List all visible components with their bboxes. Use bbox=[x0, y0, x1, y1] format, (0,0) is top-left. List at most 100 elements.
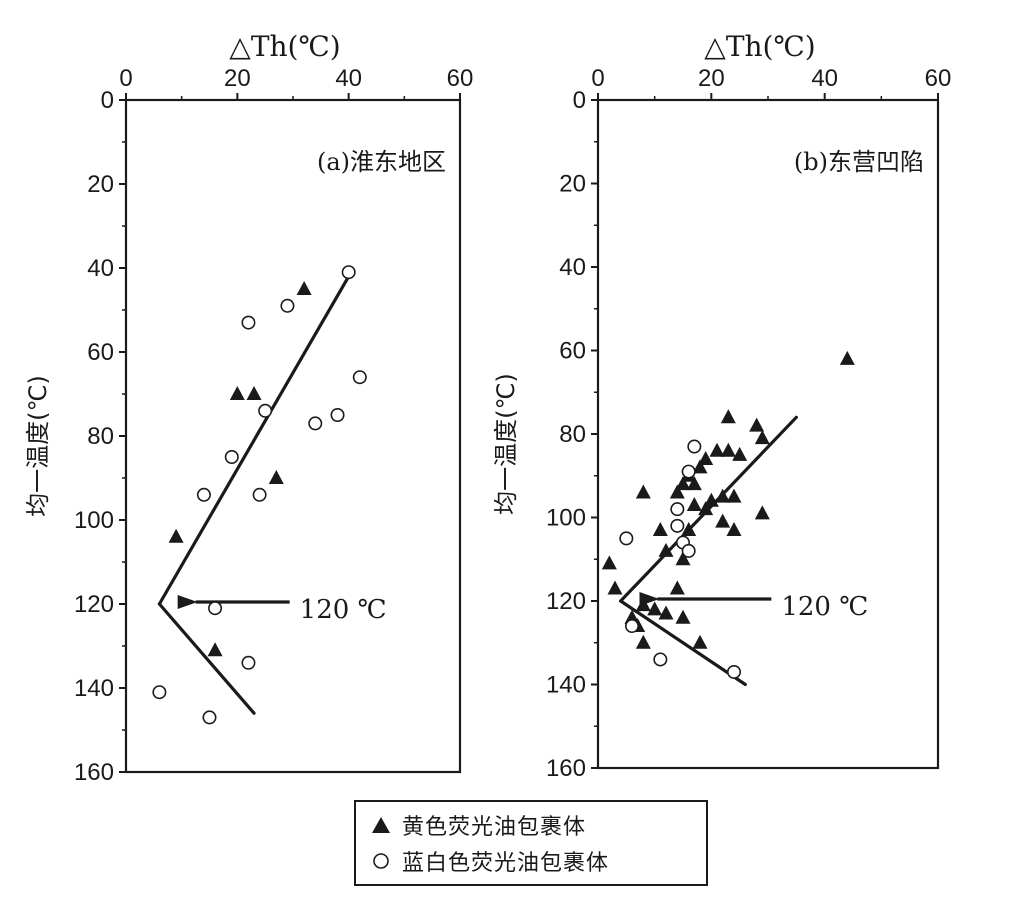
y-tick-label: 20 bbox=[559, 171, 586, 198]
y-tick-label: 160 bbox=[546, 755, 586, 782]
plot-frame bbox=[596, 98, 940, 770]
data-point-triangle bbox=[703, 492, 719, 507]
data-point-triangle bbox=[229, 386, 245, 400]
data-point-triangle bbox=[207, 642, 223, 657]
data-point-triangle bbox=[675, 609, 691, 624]
data-point-triangle bbox=[686, 476, 702, 491]
y-tick-label: 140 bbox=[74, 675, 114, 702]
data-point-circle bbox=[670, 502, 685, 517]
plot-frame bbox=[124, 98, 462, 774]
y-tick-label: 80 bbox=[87, 423, 114, 450]
data-point-circle bbox=[619, 531, 634, 546]
trend-line bbox=[157, 274, 351, 606]
y-tick-label: 100 bbox=[74, 507, 114, 534]
data-point-circle bbox=[670, 518, 685, 533]
data-point-circle bbox=[687, 439, 702, 454]
x-tick-label: 40 bbox=[811, 65, 838, 92]
panel-b: 0 20 40 60 0 20 40 60 80 100 120 140 160 △Th(℃) 均一温度(℃… bbox=[492, 30, 951, 782]
data-point-circle bbox=[352, 370, 367, 385]
data-point-triangle bbox=[692, 634, 708, 649]
legend-item-blue-white: 蓝白色荧光油包裹体 bbox=[370, 844, 609, 878]
data-point-circle bbox=[681, 543, 696, 558]
x-tick-label: 60 bbox=[925, 65, 952, 92]
data-point-triangle bbox=[715, 513, 731, 528]
y-tick-label: 140 bbox=[546, 672, 586, 699]
data-point-circle bbox=[252, 487, 267, 502]
figure: 0 20 40 60 0 20 40 60 80 100 120 140 160 △Th(℃) 均一温度(℃… bbox=[24, 30, 951, 786]
data-point-triangle bbox=[268, 470, 284, 484]
trend-line bbox=[619, 599, 747, 687]
x-tick-label: 20 bbox=[224, 65, 251, 92]
data-point-circle bbox=[308, 416, 323, 431]
data-point-circle bbox=[653, 652, 668, 667]
y-tick-label: 40 bbox=[559, 254, 586, 281]
data-point-circle bbox=[152, 685, 167, 700]
y-tick-label: 40 bbox=[87, 255, 114, 282]
data-point-triangle bbox=[246, 386, 262, 400]
data-point-triangle bbox=[839, 350, 855, 365]
data-point-circle bbox=[681, 464, 696, 479]
data-point-triangle bbox=[669, 580, 685, 595]
data-point-triangle bbox=[669, 484, 685, 499]
data-point-circle bbox=[241, 655, 256, 670]
data-point-triangle bbox=[675, 551, 691, 566]
panel-label: (b)东营凹陷 bbox=[794, 148, 924, 176]
y-tick-label: 100 bbox=[546, 505, 586, 532]
data-point-triangle bbox=[601, 555, 617, 570]
trend-line bbox=[157, 602, 256, 715]
data-point-triangle bbox=[635, 634, 651, 649]
data-point-triangle bbox=[658, 605, 674, 620]
data-point-triangle bbox=[732, 446, 748, 461]
data-point-triangle bbox=[652, 522, 668, 537]
y-tick-label: 60 bbox=[87, 339, 114, 366]
panel-label: (a)淮东地区 bbox=[317, 148, 446, 176]
y-tick-label: 20 bbox=[87, 171, 114, 198]
y-tick-label: 60 bbox=[559, 338, 586, 365]
y-tick-label: 120 bbox=[74, 591, 114, 618]
data-point-triangle bbox=[698, 501, 714, 516]
legend-label-yellow: 黄色荧光油包裹体 bbox=[402, 815, 587, 840]
data-point-triangle bbox=[692, 459, 708, 474]
data-point-circle bbox=[208, 601, 223, 616]
data-point-triangle bbox=[720, 409, 736, 424]
data-point-triangle bbox=[681, 522, 697, 537]
data-point-triangle bbox=[709, 442, 725, 457]
y-tick-label: 120 bbox=[546, 588, 586, 615]
legend: 黄色荧光油包裹体 蓝白色荧光油包裹体 bbox=[354, 800, 708, 886]
annotation-label: 120 ℃ bbox=[300, 595, 387, 625]
panel-a: 0 20 40 60 0 20 40 60 80 100 120 140 160 △Th(℃) 均一温度(℃… bbox=[24, 30, 473, 786]
legend-item-yellow: 黄色荧光油包裹体 bbox=[370, 808, 586, 842]
data-point-triangle bbox=[749, 417, 765, 432]
data-point-triangle bbox=[686, 496, 702, 511]
data-point-triangle bbox=[635, 484, 651, 499]
x-axis-title: △Th(℃) bbox=[229, 30, 340, 63]
data-point-triangle bbox=[754, 430, 770, 445]
data-point-triangle bbox=[647, 601, 663, 616]
data-point-triangle bbox=[715, 488, 731, 503]
data-point-triangle bbox=[698, 451, 714, 466]
data-point-triangle bbox=[754, 505, 770, 520]
filled-triangle-icon bbox=[370, 814, 392, 836]
data-point-circle bbox=[258, 403, 273, 418]
data-point-circle bbox=[224, 449, 239, 464]
data-point-triangle bbox=[607, 580, 623, 595]
y-axis-title: 均一温度(℃) bbox=[24, 375, 52, 517]
data-point-circle bbox=[330, 407, 345, 422]
data-point-circle bbox=[280, 298, 295, 313]
data-point-circle bbox=[624, 619, 639, 634]
x-axis-title: △Th(℃) bbox=[704, 30, 815, 63]
data-point-triangle bbox=[168, 528, 184, 543]
data-point-triangle bbox=[635, 597, 651, 612]
x-tick-label: 20 bbox=[698, 65, 725, 92]
data-point-circle bbox=[726, 664, 741, 679]
data-point-circle bbox=[202, 710, 217, 725]
data-point-triangle bbox=[658, 542, 674, 557]
data-point-triangle bbox=[720, 442, 736, 457]
x-tick-label: 0 bbox=[119, 65, 132, 92]
data-point-circle bbox=[196, 487, 211, 502]
x-tick-label: 0 bbox=[591, 65, 604, 92]
data-point-triangle bbox=[296, 281, 312, 295]
open-circle-icon bbox=[370, 850, 392, 872]
x-tick-label: 40 bbox=[335, 65, 362, 92]
data-point-triangle bbox=[675, 476, 691, 491]
